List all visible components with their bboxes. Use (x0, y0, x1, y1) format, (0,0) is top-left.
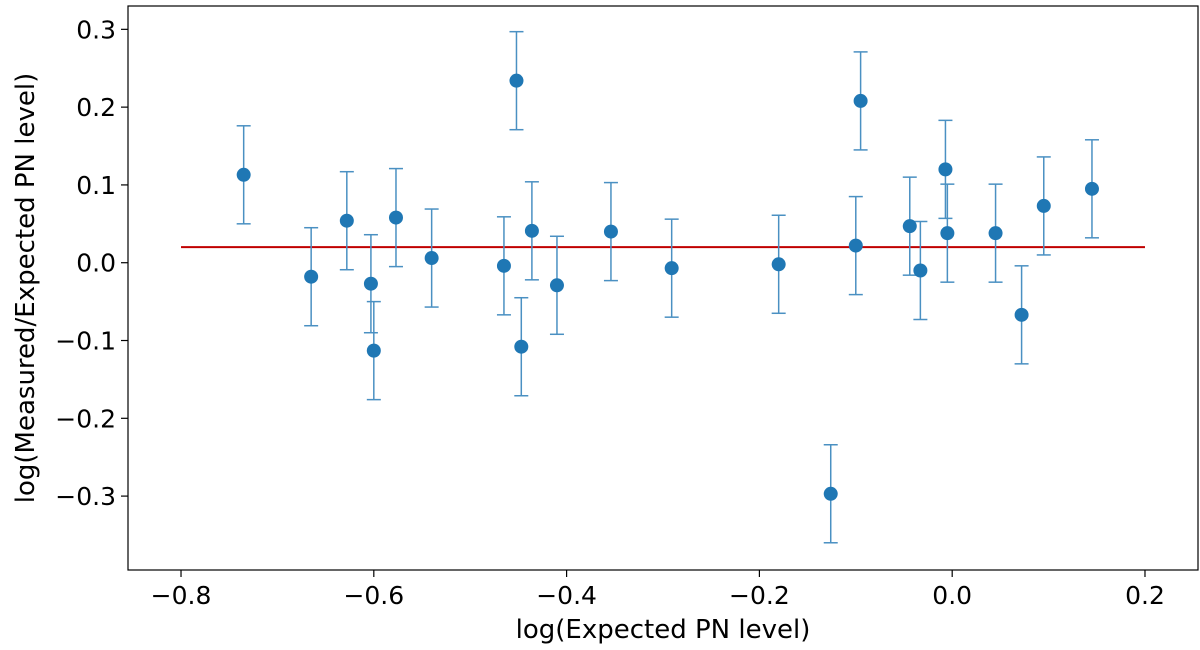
y-tick-label: 0.2 (76, 93, 116, 122)
plot-frame (127, 5, 1199, 571)
x-tick-label: 0.2 (1125, 581, 1165, 610)
data-point (366, 343, 381, 358)
data-point (940, 226, 955, 241)
data-point (988, 226, 1003, 241)
data-point (848, 238, 863, 253)
data-point (1084, 181, 1099, 196)
data-point (514, 339, 529, 354)
data-point (913, 263, 928, 278)
data-point (938, 162, 953, 177)
data-point (853, 93, 868, 108)
data-point (549, 278, 564, 293)
y-axis-ticks: −0.3 −0.2 −0.1 0.0 0.1 0.2 0.3 (55, 15, 128, 511)
data-point (823, 486, 838, 501)
data-point (524, 223, 539, 238)
data-point (664, 261, 679, 276)
data-point (304, 269, 319, 284)
data-point (424, 251, 439, 266)
data-point (902, 219, 917, 234)
x-tick-label: −0.6 (343, 581, 404, 610)
data-point (771, 257, 786, 272)
x-tick-label: −0.4 (536, 581, 597, 610)
y-tick-label: 0.0 (76, 249, 116, 278)
y-tick-label: −0.2 (55, 404, 116, 433)
point-layer (236, 73, 1099, 501)
data-point (339, 213, 354, 228)
y-axis-label: log(Measured/Expected PN level) (11, 73, 41, 503)
x-tick-label: −0.2 (729, 581, 790, 610)
data-point (1014, 307, 1029, 322)
data-point (388, 210, 403, 225)
x-tick-label: 0.0 (932, 581, 972, 610)
data-point (496, 258, 511, 273)
data-point (1036, 198, 1051, 213)
y-tick-label: 0.3 (76, 15, 116, 44)
data-point (363, 276, 378, 291)
x-tick-label: −0.8 (151, 581, 212, 610)
data-point (603, 224, 618, 239)
data-point (509, 73, 524, 88)
data-point (236, 167, 251, 182)
x-axis-label: log(Expected PN level) (516, 615, 811, 645)
y-tick-label: −0.3 (55, 482, 116, 511)
y-tick-label: −0.1 (55, 327, 116, 356)
y-tick-label: 0.1 (76, 171, 116, 200)
x-axis-ticks: −0.8 −0.6 −0.4 −0.2 0.0 0.2 (151, 570, 1165, 610)
